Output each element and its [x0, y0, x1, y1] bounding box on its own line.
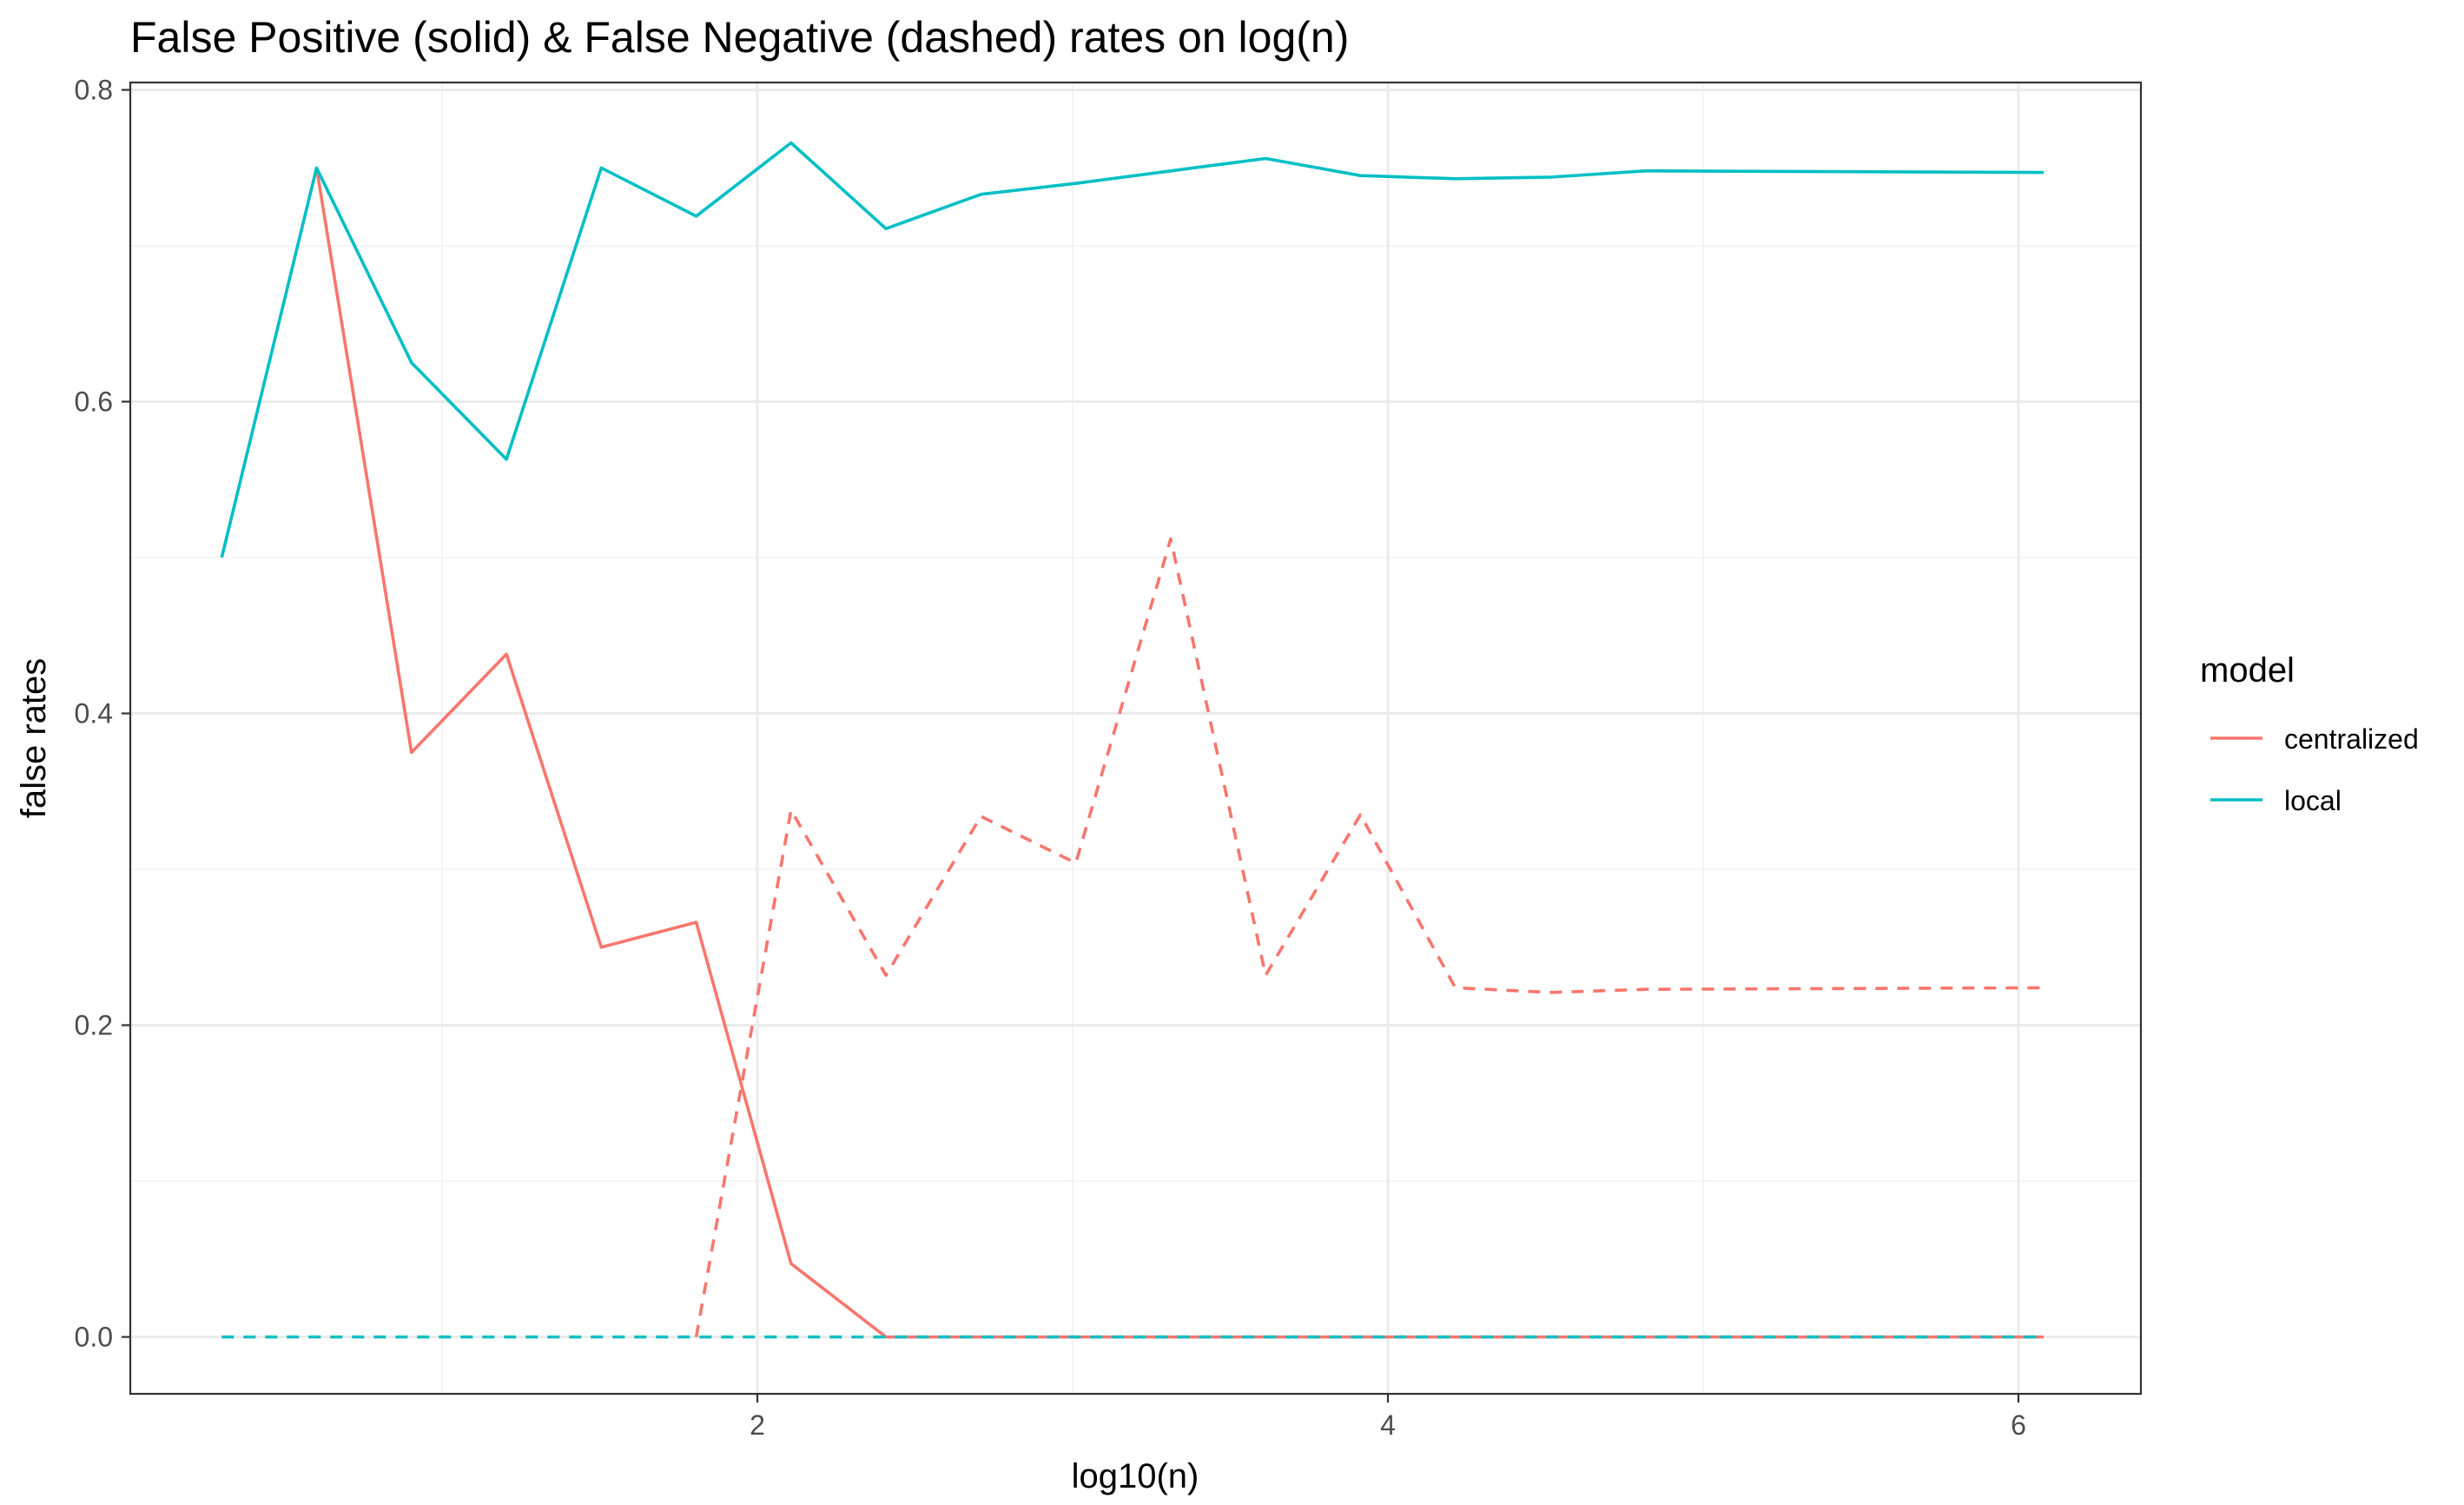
legend-item-local: local [2210, 785, 2342, 816]
y-tick-label: 0.2 [75, 1010, 113, 1041]
y-tick-label: 0.4 [75, 698, 113, 729]
panel-border [129, 81, 2143, 1396]
legend-label-centralized: centralized [2284, 723, 2419, 755]
panel-background [130, 83, 2141, 1394]
legend: model centralized local [2200, 651, 2419, 816]
series-line-local-solid [220, 141, 2045, 558]
legend-item-centralized: centralized [2210, 723, 2419, 755]
grid-minor [130, 83, 2141, 1394]
y-tick-label: 0.8 [75, 75, 113, 106]
x-tick-label: 6 [2011, 1409, 2026, 1441]
y-tick-label: 0.0 [75, 1322, 113, 1353]
chart-title: False Positive (solid) & False Negative … [130, 13, 1349, 62]
y-axis-label: false rates [15, 658, 53, 819]
y-tick-label: 0.6 [75, 386, 113, 418]
y-axis-ticks: 0.0 0.2 0.4 0.6 0.8 [75, 75, 130, 1353]
x-axis-ticks: 2 4 6 [750, 1394, 2026, 1441]
x-axis-label: log10(n) [1072, 1457, 1199, 1495]
x-tick-label: 4 [1380, 1409, 1396, 1441]
legend-label-local: local [2284, 785, 2342, 816]
legend-title: model [2200, 651, 2295, 690]
series-layer [220, 141, 2045, 1339]
x-tick-label: 2 [750, 1409, 765, 1441]
